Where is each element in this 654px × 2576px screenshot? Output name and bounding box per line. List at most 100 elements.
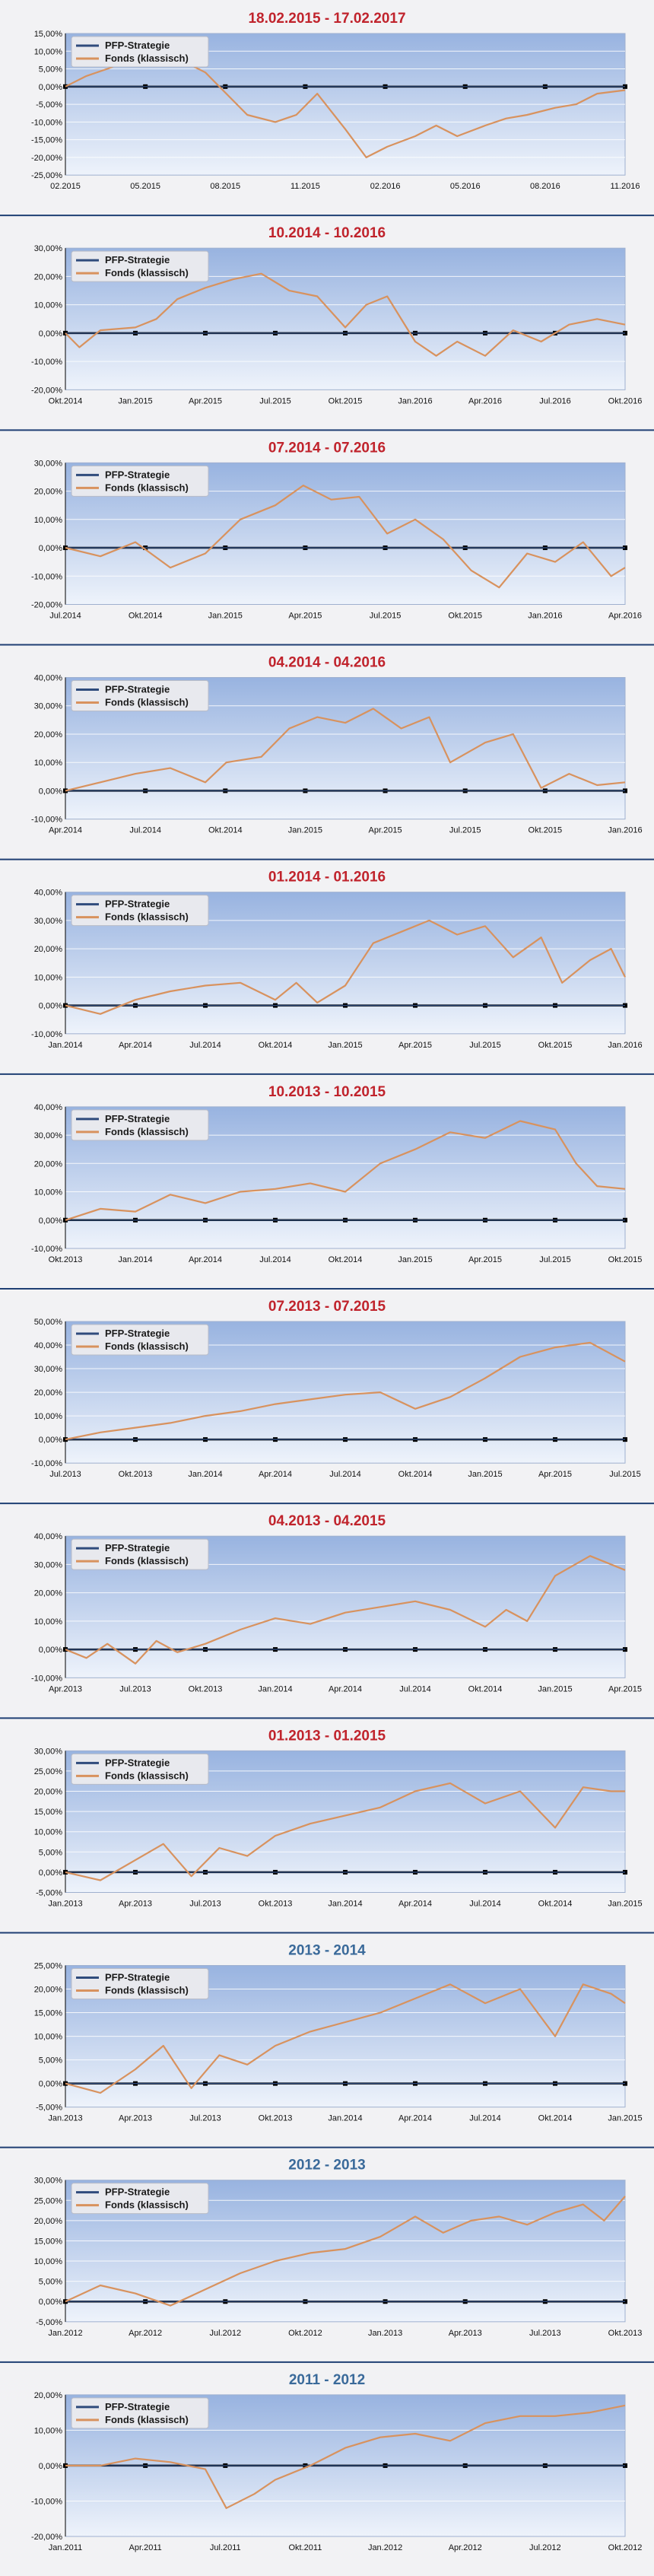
x-tick-label: Jul.2014 [469, 2114, 501, 2123]
chart-title: 07.2013 - 07.2015 [268, 1299, 386, 1315]
series-line-fund [65, 1341, 626, 1441]
x-tick-label: Jan.2014 [48, 1041, 82, 1050]
y-tick-label: 25,00% [34, 1767, 63, 1776]
x-tick-label: Jan.2015 [468, 1470, 502, 1479]
y-tick-label: 0,00% [39, 2298, 62, 2307]
x-tick-label: Jan.2014 [188, 1470, 222, 1479]
legend-label-strategy: PFP-Strategie [105, 1972, 170, 1983]
legend-box [71, 1968, 209, 1999]
x-tick-label: Jan.2013 [48, 1900, 82, 1909]
x-tick-label: Okt.2014 [398, 1470, 433, 1479]
x-tick-label: Apr.2014 [119, 1041, 152, 1050]
x-tick-label: Okt.2013 [189, 1684, 223, 1693]
y-tick-label: -5,00% [36, 2318, 62, 2327]
x-tick-label: Jan.2014 [328, 2114, 362, 2123]
x-tick-label: Jan.2015 [208, 612, 243, 621]
x-tick-label: Apr.2013 [119, 2114, 152, 2123]
x-tick-label: Jul.2014 [49, 612, 81, 621]
y-tick-label: 30,00% [34, 1560, 63, 1569]
legend-box [71, 250, 209, 282]
chart-panel: 01.2014 - 01.2016 40,00% 30,00% 20,00% 10,00… [0, 858, 654, 1073]
x-tick-label: Jul.2013 [189, 2114, 221, 2123]
chart-title: 04.2013 - 04.2015 [268, 1513, 386, 1529]
chart-panel: 18.02.2015 - 17.02.2017 15,00% 10,00% 5,00%… [0, 0, 654, 215]
x-tick-label: 11.2015 [290, 182, 320, 191]
x-tick-label: Apr.2015 [468, 1255, 502, 1264]
x-tick-label: 05.2015 [130, 182, 160, 191]
legend-box [71, 1109, 209, 1141]
legend-box [71, 1324, 209, 1356]
x-tick-label: Jan.2016 [528, 612, 562, 621]
y-tick-label: 20,00% [34, 1589, 63, 1598]
x-tick-label: Okt.2015 [529, 826, 563, 835]
y-tick-label: -15,00% [31, 136, 62, 145]
x-tick-label: Jul.2012 [209, 2329, 241, 2338]
chart-panel: 2011 - 2012 20,00% 10,00% 0,00% -10,00% -20,0… [0, 2361, 654, 2576]
legend-label-fund: Fonds (klassisch) [105, 1555, 189, 1566]
y-tick-label: 10,00% [34, 973, 63, 982]
x-tick-label: 11.2016 [611, 182, 640, 191]
x-tick-label: Jan.2012 [48, 2329, 82, 2338]
x-tick-label: Jul.2015 [449, 826, 481, 835]
x-tick-label: Jan.2014 [328, 1900, 362, 1909]
x-tick-label: Jan.2015 [608, 2114, 642, 2123]
x-tick-label: Okt.2015 [538, 1041, 573, 1050]
legend-label-strategy: PFP-Strategie [105, 254, 170, 266]
series-line-fund [65, 708, 626, 792]
chart-title: 01.2013 - 01.2015 [268, 1728, 386, 1744]
y-tick-label: -5,00% [36, 1889, 62, 1898]
x-tick-label: Apr.2014 [329, 1684, 362, 1693]
x-tick-label: Apr.2014 [398, 1900, 432, 1909]
x-tick-label: Apr.2015 [538, 1470, 572, 1479]
y-tick-label: -5,00% [36, 100, 62, 110]
x-tick-label: Okt.2015 [608, 1255, 643, 1264]
x-tick-label: 08.2016 [530, 182, 560, 191]
x-tick-label: Okt.2014 [538, 2114, 573, 2123]
x-tick-label: Jul.2011 [210, 2543, 241, 2552]
x-tick-label: Jan.2015 [118, 396, 152, 405]
x-tick-label: Jul.2014 [329, 1470, 361, 1479]
x-tick-label: Jul.2013 [529, 2329, 561, 2338]
y-tick-label: 15,00% [34, 2237, 63, 2246]
chart-title: 07.2014 - 07.2016 [268, 440, 386, 456]
x-tick-label: Jul.2015 [370, 612, 402, 621]
chart-panel: 04.2013 - 04.2015 40,00% 30,00% 20,00% 10,00… [0, 1503, 654, 1718]
y-tick-label: 0,00% [39, 544, 62, 553]
x-tick-label: Jan.2016 [608, 1041, 642, 1050]
x-tick-label: Apr.2013 [119, 1900, 152, 1909]
x-tick-label: Jul.2013 [189, 1900, 221, 1909]
x-tick-label: Jan.2016 [398, 396, 432, 405]
y-tick-label: 0,00% [39, 2462, 62, 2471]
y-tick-label: -10,00% [31, 1674, 62, 1683]
y-tick-label: 10,00% [34, 1188, 63, 1197]
x-tick-label: Apr.2014 [259, 1470, 292, 1479]
y-tick-label: 20,00% [34, 488, 63, 497]
legend-label-fund: Fonds (klassisch) [105, 697, 189, 708]
legend-label-fund: Fonds (klassisch) [105, 911, 189, 923]
series-line-fund [65, 1120, 626, 1221]
x-tick-label: Apr.2011 [129, 2543, 162, 2552]
y-tick-label: 5,00% [39, 1848, 62, 1857]
x-tick-label: Okt.2015 [448, 612, 482, 621]
x-tick-label: 05.2016 [450, 182, 481, 191]
x-tick-label: Okt.2014 [208, 826, 243, 835]
y-tick-label: 10,00% [34, 2033, 63, 2042]
y-tick-label: 40,00% [34, 1532, 63, 1541]
y-tick-label: 30,00% [34, 1365, 63, 1374]
legend-label-fund: Fonds (klassisch) [105, 1770, 189, 1781]
x-tick-label: Apr.2014 [189, 1255, 222, 1264]
chart-title: 2013 - 2014 [288, 1943, 366, 1959]
y-tick-label: 30,00% [34, 1131, 63, 1140]
x-tick-label: Okt.2014 [49, 396, 83, 405]
y-tick-label: -25,00% [31, 171, 62, 180]
series-line-fund [65, 1983, 626, 2094]
x-tick-label: Jan.2015 [328, 1041, 362, 1050]
series-line-fund [65, 272, 626, 357]
legend-box [71, 680, 209, 711]
